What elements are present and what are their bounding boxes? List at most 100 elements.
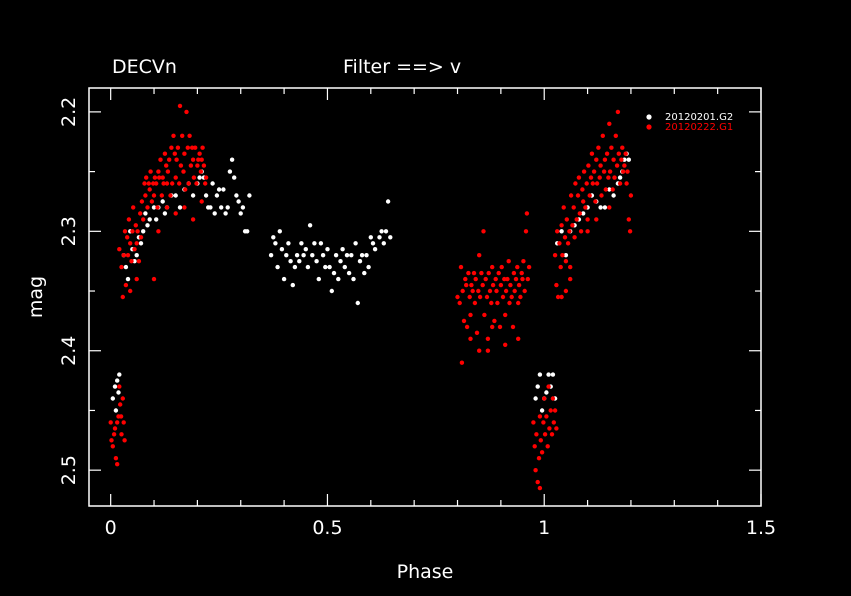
data-point-series-1: [219, 205, 224, 210]
data-point-series-2: [611, 157, 616, 162]
data-point-series-2: [571, 205, 576, 210]
data-point-series-2: [552, 408, 558, 413]
data-point-series-2: [151, 276, 157, 282]
y-axis: 2.2 2.3 2.4 2.5: [58, 97, 761, 485]
data-point-series-2: [133, 223, 138, 228]
data-point-series-1: [216, 187, 222, 192]
data-point-series-2: [490, 282, 496, 288]
data-point-series-2: [549, 432, 555, 437]
data-point-series-2: [476, 288, 481, 294]
data-point-series-2: [162, 151, 168, 156]
data-point-series-2: [183, 187, 188, 192]
data-point-series-2: [572, 235, 577, 240]
data-point-series-1: [331, 270, 337, 276]
data-point-series-2: [542, 396, 547, 401]
data-point-series-1: [388, 235, 393, 240]
data-point-series-2: [119, 432, 124, 437]
data-point-series-1: [290, 282, 295, 288]
legend-marker-2: [646, 124, 652, 130]
data-point-series-1: [559, 229, 564, 234]
data-point-series-1: [301, 253, 306, 258]
data-point-series-2: [576, 175, 582, 180]
data-point-series-2: [523, 229, 529, 234]
data-point-series-2: [135, 229, 140, 234]
data-point-series-2: [164, 181, 170, 186]
data-point-series-1: [271, 235, 276, 240]
data-point-series-2: [507, 300, 512, 306]
data-point-series-2: [455, 294, 460, 300]
data-point-series-2: [169, 145, 174, 150]
data-point-series-2: [199, 157, 204, 162]
data-point-series-2: [489, 300, 494, 306]
data-point-series-2: [128, 241, 133, 246]
data-point-series-2: [586, 163, 591, 168]
data-point-series-2: [516, 300, 521, 306]
data-point-series-2: [574, 217, 579, 222]
data-point-series-2: [165, 169, 171, 174]
data-point-series-2: [194, 181, 199, 186]
data-point-series-2: [120, 396, 126, 401]
data-point-series-2: [554, 282, 559, 288]
data-point-series-2: [513, 276, 519, 282]
data-point-series-2: [538, 438, 543, 443]
data-point-series-2: [498, 282, 504, 288]
data-point-series-1: [279, 247, 285, 252]
data-point-series-2: [532, 444, 537, 449]
data-point-series-2: [184, 109, 189, 115]
data-point-series-2: [480, 282, 485, 288]
data-point-series-2: [600, 133, 605, 138]
legend-marker-1: [646, 114, 652, 120]
data-point-series-2: [156, 169, 161, 174]
data-point-series-2: [142, 181, 147, 186]
data-point-series-1: [381, 241, 386, 246]
data-point-series-2: [117, 384, 122, 389]
data-point-series-2: [606, 175, 611, 180]
data-point-series-2: [628, 193, 634, 198]
data-point-series-2: [511, 270, 517, 276]
data-point-series-2: [557, 241, 562, 246]
data-point-series-2: [541, 420, 546, 425]
data-point-series-2: [524, 211, 530, 216]
data-point-series-2: [575, 193, 581, 198]
data-point-series-2: [626, 217, 631, 222]
data-point-series-1: [223, 211, 228, 216]
data-point-series-2: [624, 181, 629, 186]
data-point-series-2: [615, 109, 621, 115]
data-point-series-1: [173, 193, 178, 198]
data-point-series-1: [141, 229, 146, 234]
data-point-series-1: [303, 247, 308, 252]
data-point-series-1: [110, 396, 116, 401]
x-axis-label: Phase: [397, 561, 454, 583]
data-point-series-1: [611, 193, 616, 198]
data-point-series-2: [496, 270, 501, 276]
data-point-series-1: [307, 223, 313, 228]
data-point-series-2: [502, 276, 507, 282]
data-point-series-1: [598, 205, 603, 210]
data-point-series-2: [526, 264, 532, 270]
data-point-series-2: [468, 336, 473, 341]
data-point-series-2: [612, 175, 617, 180]
data-point-series-2: [164, 205, 170, 210]
data-point-series-1: [297, 259, 302, 264]
data-point-series-2: [500, 294, 506, 300]
data-point-series-2: [193, 145, 198, 150]
data-point-series-2: [154, 181, 159, 186]
data-point-series-1: [236, 199, 241, 204]
data-point-series-2: [594, 157, 599, 162]
data-point-series-2: [132, 247, 137, 252]
data-point-series-2: [466, 270, 471, 276]
data-point-series-2: [191, 175, 197, 180]
data-point-series-1: [336, 276, 341, 282]
data-point-series-1: [234, 193, 239, 198]
data-point-series-2: [602, 157, 608, 162]
data-point-series-2: [149, 199, 155, 204]
data-point-series-1: [154, 217, 159, 222]
data-point-series-1: [353, 241, 358, 246]
data-point-series-2: [516, 282, 522, 288]
data-point-series-2: [573, 181, 578, 186]
data-point-series-2: [177, 181, 182, 186]
data-point-series-1: [284, 253, 289, 258]
data-point-series-2: [561, 205, 566, 210]
data-point-series-1: [238, 211, 243, 216]
data-point-series-1: [115, 378, 120, 383]
